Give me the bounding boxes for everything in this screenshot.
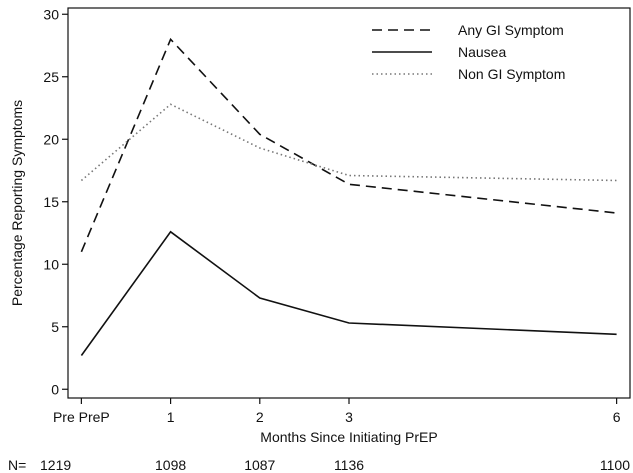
y-tick-label: 15	[43, 194, 59, 210]
x-tick-label: 1	[167, 409, 175, 425]
sample-size-value: 1136	[334, 457, 364, 473]
y-tick-label: 0	[51, 381, 59, 397]
sample-size-value: 1100	[600, 457, 630, 473]
y-tick-label: 20	[43, 131, 59, 147]
x-tick-label: 6	[613, 409, 621, 425]
sample-size-label: N=	[8, 457, 26, 473]
series-line-non-gi-symptom	[80, 103, 617, 182]
series-line-any-gi-symptom	[80, 37, 617, 253]
sample-size-value: 1087	[244, 457, 275, 473]
y-tick-label: 30	[43, 6, 59, 22]
x-tick-label: 3	[345, 409, 353, 425]
x-axis-title: Months Since Initiating PrEP	[260, 429, 437, 445]
sample-size-row: N= 1219 1098 1087 1136 1100	[8, 457, 630, 473]
legend: Any GI Symptom Nausea Non GI Symptom	[372, 22, 565, 82]
legend-label: Nausea	[458, 44, 506, 60]
x-tick-label: Pre PreP	[53, 409, 110, 425]
legend-label: Non GI Symptom	[458, 66, 565, 82]
axes: 0 5 10 15 20 25 30 Pre PreP 1 2 3 6 Months Since Ini…	[9, 6, 631, 445]
sample-size-value: 1098	[155, 457, 186, 473]
x-tick-label: 2	[256, 409, 264, 425]
y-axis-title: Percentage Reporting Symptoms	[9, 100, 25, 306]
sample-size-value: 1219	[40, 457, 71, 473]
legend-label: Any GI Symptom	[458, 22, 564, 38]
y-tick-label: 5	[51, 319, 59, 335]
series-lines	[80, 37, 617, 356]
series-line-nausea	[80, 230, 617, 356]
y-tick-label: 10	[43, 256, 59, 272]
y-tick-label: 25	[43, 69, 59, 85]
